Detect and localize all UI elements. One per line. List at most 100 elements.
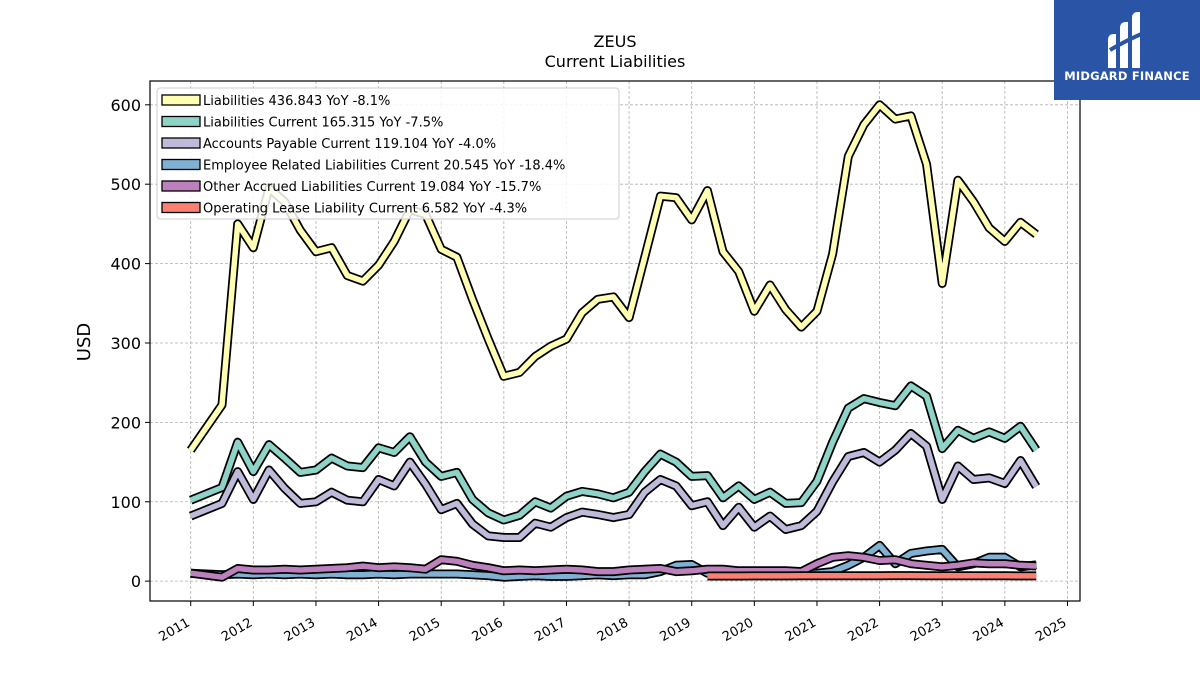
data-point [1004,438,1005,439]
data-point [707,501,708,502]
data-point [284,574,285,575]
series-line [189,383,1039,523]
data-point [441,574,442,575]
data-point [472,499,473,500]
data-point [754,527,755,528]
data-point [1004,241,1005,242]
series-accounts-payable-current [189,429,1041,542]
data-point [582,491,583,492]
data-point [1004,483,1005,484]
data-point [394,566,395,567]
data-point [723,525,724,526]
data-point [582,512,583,513]
data-point [738,576,739,577]
data-point [378,447,379,448]
data-point [973,438,974,439]
legend-entry: Other Accrued Liabilities Current 19.084… [203,180,541,195]
data-point [832,254,833,255]
data-point [300,472,301,473]
data-point [284,458,285,459]
data-point [676,485,677,486]
data-point [676,571,677,572]
chart-title: ZEUS [594,32,637,51]
data-point [644,569,645,570]
data-point [770,570,771,571]
legend-swatch [161,158,201,171]
data-point [550,508,551,509]
data-point [1036,575,1037,576]
legend-swatch [161,94,201,106]
data-point [817,575,818,576]
data-point [926,551,927,552]
data-point [566,517,567,518]
y-tick-label: 300 [110,334,141,353]
data-point [848,456,849,457]
data-point [222,577,223,578]
data-point [770,492,771,493]
data-point [503,376,504,377]
data-point [723,576,724,577]
data-point [910,575,911,576]
data-point [331,568,332,569]
data-point [488,339,489,340]
data-point [1004,563,1005,564]
data-point [973,575,974,576]
data-point [910,385,911,386]
data-point [582,312,583,313]
data-point [316,569,317,570]
data-point [409,436,410,437]
data-point [754,499,755,500]
data-point [316,470,317,471]
data-point [989,477,990,478]
data-point [237,568,238,569]
data-point [519,515,520,516]
data-point [863,575,864,576]
data-point [1036,234,1037,235]
data-point [519,570,520,571]
data-point [754,575,755,576]
data-point [895,450,896,451]
data-point [989,575,990,576]
data-point [738,271,739,272]
data-point [394,485,395,486]
data-point [362,574,363,575]
data-point [409,567,410,568]
data-point [863,557,864,558]
data-point [613,497,614,498]
data-point [613,517,614,518]
data-point [676,565,677,566]
data-point [582,570,583,571]
data-point [519,537,520,538]
x-tick-label: 2011 [157,615,193,645]
data-point [848,555,849,556]
data-point [942,283,943,284]
data-point [331,492,332,493]
data-point [613,296,614,297]
data-point [378,265,379,266]
data-point [910,115,911,116]
data-point [895,119,896,120]
data-point [503,570,504,571]
data-point [817,481,818,482]
data-point [613,571,614,572]
data-point [331,247,332,248]
data-point [910,433,911,434]
data-point [441,559,442,560]
data-point [456,472,457,473]
data-point [1020,565,1021,566]
data-point [190,500,191,501]
data-point [738,570,739,571]
data-point [1036,566,1037,567]
y-tick-label: 0 [131,572,141,591]
data-point [817,511,818,512]
data-point [801,327,802,328]
data-point [926,396,927,397]
legend-swatch [161,180,201,192]
data-point [362,566,363,567]
chart-subtitle: Current Liabilities [545,52,686,71]
data-point [347,574,348,575]
data-point [676,462,677,463]
data-point [848,565,849,566]
data-point [817,563,818,564]
data-point [237,471,238,472]
